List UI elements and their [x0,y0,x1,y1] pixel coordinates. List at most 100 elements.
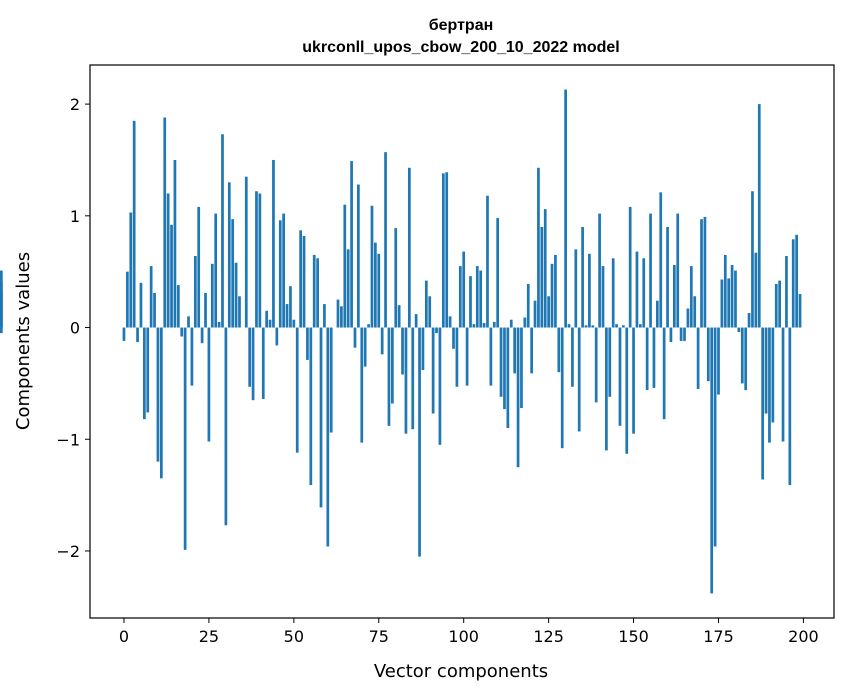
bar-component-27 [214,213,218,328]
bar-component-7 [146,327,150,413]
bar-component-178 [727,278,731,328]
bar-component-150 [632,327,635,434]
bar-component-196 [788,327,792,486]
bar-component-110 [496,218,500,328]
bar-component-144 [611,258,615,328]
bar-component-167 [689,266,693,328]
bar-component-55 [309,327,313,486]
bar-component-155 [649,213,652,328]
bar-component-124 [543,209,547,328]
bar-component-13 [166,193,170,328]
bar-component-71 [363,327,367,367]
bar-component-9 [153,292,156,328]
chart-title-line-1: бертран [429,17,494,34]
bar-component-147 [622,325,625,328]
bar-component-79 [391,327,394,404]
bar-component-179 [730,264,734,328]
bar-component-120 [530,327,533,374]
bar-component-47 [282,213,285,328]
bar-component-76 [380,327,384,355]
bar-component-85 [411,327,415,430]
bar-component-34 [238,296,241,328]
bar-component-30 [224,327,228,526]
bar-component-185 [751,191,754,328]
bar-component-10 [156,327,160,462]
bar-component-83 [404,327,408,434]
bar-component-25 [207,327,211,442]
bar-component-172 [706,327,710,382]
bar-component-92 [435,327,438,334]
bar-component-190 [768,327,771,443]
bar-component-19 [187,316,190,328]
bar-component-33 [234,262,238,328]
bar-component-197 [791,239,795,328]
bar-component-54 [306,327,309,360]
bar-component-75 [377,253,381,328]
bar-component-95 [445,172,449,328]
bar-component-87 [418,327,421,557]
bar-component-23 [200,327,204,344]
bar-component-156 [652,327,656,388]
bar-component-149 [628,206,632,328]
bar-component-22 [197,206,201,328]
y-tick-label: −1 [56,430,80,449]
x-tick-label: 50 [284,627,304,646]
bar-component-37 [248,327,252,387]
bar-component-104 [475,266,479,328]
bar-component-68 [353,327,357,348]
bar-component-165 [683,327,686,341]
bar-component-137 [588,253,591,328]
bar-component-193 [778,280,781,328]
bar-component-72 [367,324,370,328]
bar-component-182 [740,327,744,384]
bar-component-163 [676,213,680,328]
x-tick-label: 175 [703,627,734,646]
bar-component-24 [204,292,207,328]
bar-component-0 [122,327,126,341]
bar-component-187 [757,104,761,328]
bar-component-176 [720,279,724,328]
bar-component-117 [520,327,523,408]
bar-component-38 [251,327,255,401]
bar-component-192 [774,283,778,328]
bar-component-125 [547,296,550,328]
bar-component-70 [360,327,364,443]
bar-component-74 [374,242,377,328]
bar-component-189 [764,327,768,414]
bar-component-107 [486,195,489,328]
bar-component-11 [159,327,163,479]
bar-component-44 [272,159,275,328]
bar-component-2 [129,212,133,328]
bar-component-145 [615,324,618,328]
x-axis-ticks: 0 25 50 75 100 125 150 175 200 [119,618,819,646]
bar-component-105 [479,270,483,328]
bar-component-81 [397,305,401,328]
bar-component-116 [516,327,520,468]
bar-component-181 [737,327,741,333]
bar-component-175 [717,327,720,395]
bar-component-139 [594,327,598,403]
bar-component-61 [329,327,333,433]
bar-component-15 [173,159,177,328]
bar-component-57 [316,258,319,328]
y-axis-label: Components values [13,252,34,430]
bar-component-98 [455,327,459,387]
bar-component-168 [693,296,697,328]
bar-component-86 [414,314,418,328]
bar-component-88 [421,327,425,370]
bar-component-141 [601,266,605,328]
bar-component-188 [761,327,765,480]
bar-component-129 [560,327,564,449]
bar-component-4 [136,327,139,343]
bar-component-16 [176,285,180,328]
bar-component-158 [659,192,663,328]
bar-component-8 [149,266,153,328]
bar-component-58 [319,327,323,508]
bar-component-82 [401,327,404,375]
bar-component-180 [734,270,737,328]
bar-component-1 [126,271,129,328]
y-tick-label: 1 [70,207,80,226]
bar-component-170 [700,219,703,328]
bar-component-53 [302,235,306,328]
bar-component-77 [384,152,387,328]
